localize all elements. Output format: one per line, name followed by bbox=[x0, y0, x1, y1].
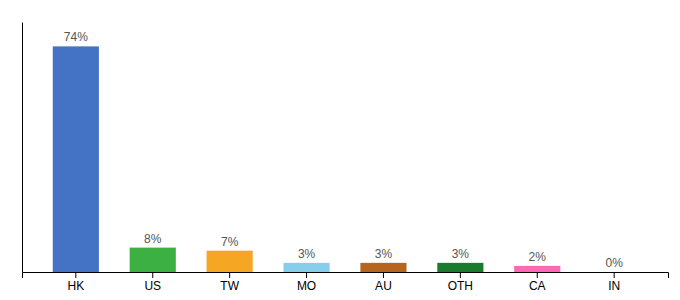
x-tick: AU bbox=[375, 272, 392, 293]
x-tick-mark bbox=[229, 272, 230, 278]
x-tick: OTH bbox=[448, 272, 473, 293]
x-tick: IN bbox=[608, 272, 620, 293]
x-tick: MO bbox=[297, 272, 316, 293]
plot: HK US TW MO AU OTH CA IN 74% 8% 7% 3% 3% 3% 2% 0% bbox=[23, 23, 669, 293]
x-tick-mark bbox=[383, 272, 384, 278]
data-label: 7% bbox=[221, 235, 239, 249]
bar bbox=[53, 46, 99, 272]
x-tick-mark bbox=[75, 272, 76, 278]
data-labels: 74% 8% 7% 3% 3% 3% 2% 0% bbox=[64, 30, 623, 270]
x-tick: US bbox=[144, 272, 161, 293]
x-axis-line bbox=[23, 273, 669, 279]
bar bbox=[437, 263, 483, 272]
bar bbox=[283, 263, 329, 272]
x-tick-label: AU bbox=[375, 279, 392, 293]
x-tick-mark bbox=[460, 272, 461, 278]
x-tick-mark bbox=[152, 272, 153, 278]
x-tick-mark bbox=[537, 272, 538, 278]
x-tick-label: US bbox=[144, 279, 161, 293]
bar bbox=[207, 251, 253, 272]
x-tick-mark bbox=[306, 272, 307, 278]
x-tick-label: HK bbox=[67, 279, 84, 293]
bar bbox=[591, 272, 637, 273]
data-label: 3% bbox=[298, 247, 316, 261]
data-label: 3% bbox=[452, 247, 470, 261]
x-tick-label: IN bbox=[608, 279, 620, 293]
bar bbox=[130, 248, 176, 272]
x-tick-label: MO bbox=[297, 279, 316, 293]
data-label: 0% bbox=[605, 256, 623, 270]
y-axis bbox=[22, 23, 23, 273]
x-tick-label: OTH bbox=[448, 279, 473, 293]
chart: HK US TW MO AU OTH CA IN 74% 8% 7% 3% 3% 3% 2% 0% bbox=[0, 0, 680, 300]
data-label: 8% bbox=[144, 232, 162, 246]
x-tick: CA bbox=[529, 272, 546, 293]
bars bbox=[53, 46, 561, 272]
x-tick: TW bbox=[220, 272, 239, 293]
data-label: 2% bbox=[529, 250, 547, 264]
bar bbox=[360, 263, 406, 272]
x-axis: HK US TW MO AU OTH CA IN bbox=[23, 272, 669, 293]
y-axis-line bbox=[22, 23, 23, 273]
bar bbox=[514, 266, 560, 272]
x-tick-label: CA bbox=[529, 279, 546, 293]
x-tick-label: TW bbox=[220, 279, 239, 293]
data-label: 74% bbox=[64, 30, 88, 44]
chart-container: HK US TW MO AU OTH CA IN 74% 8% 7% 3% 3% 3% 2% 0% bbox=[0, 0, 680, 300]
data-label: 3% bbox=[375, 247, 393, 261]
x-tick-mark bbox=[614, 272, 615, 278]
x-tick: HK bbox=[67, 272, 84, 293]
